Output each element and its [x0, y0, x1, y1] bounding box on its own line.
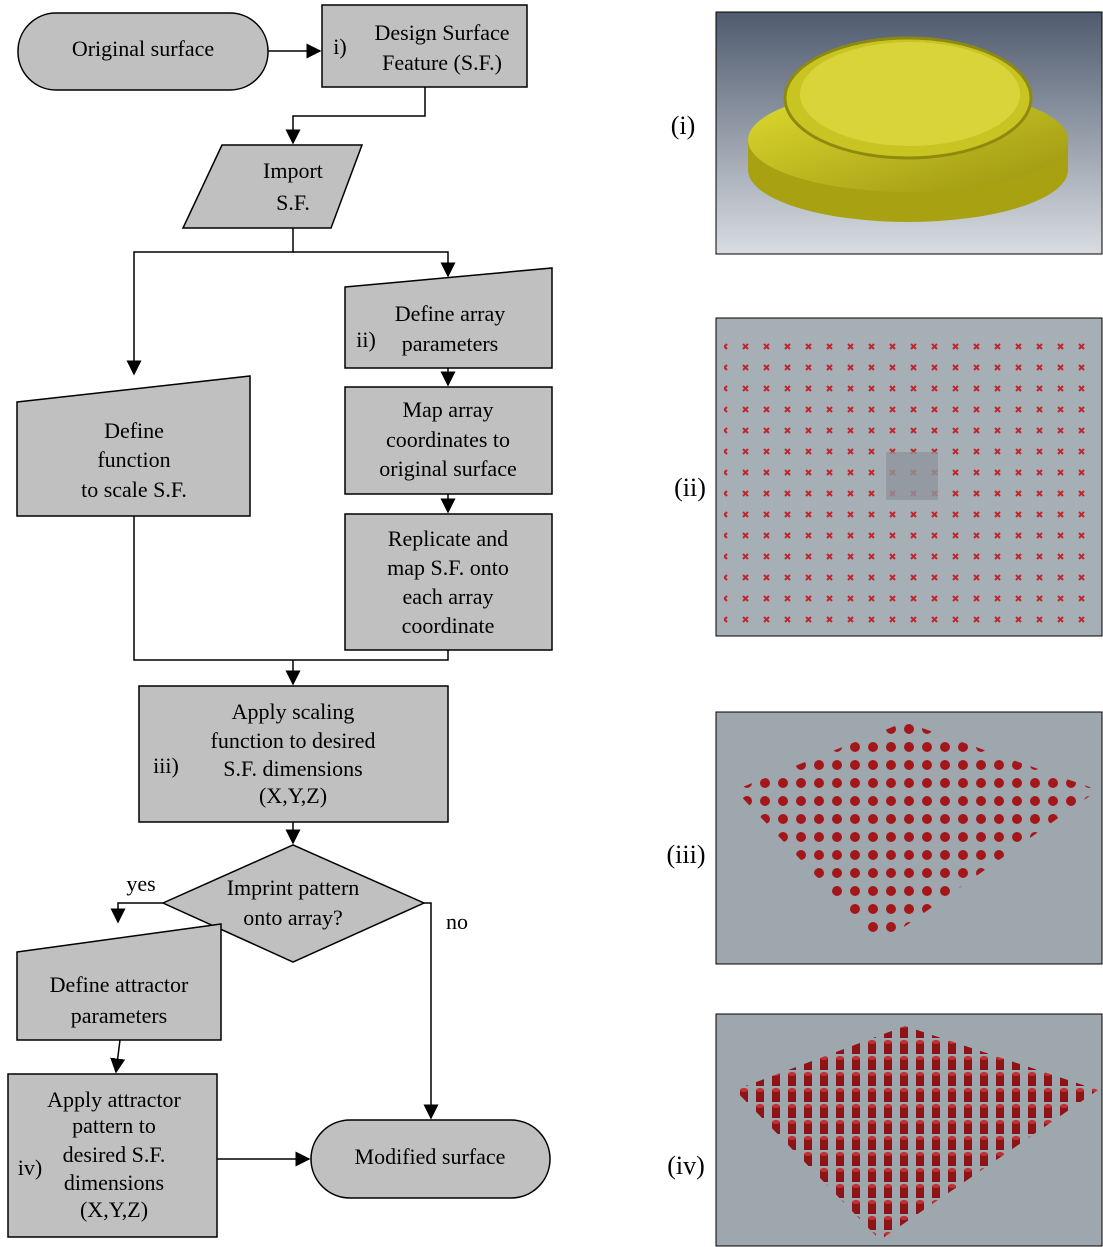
node-text: Modified surface: [355, 1144, 506, 1169]
node-text: Define array: [395, 301, 506, 326]
step-tag: iii): [153, 753, 179, 778]
node-text: Feature (S.F.): [382, 50, 502, 75]
node-text: S.F.: [276, 190, 310, 215]
panel-label: (i): [671, 111, 696, 140]
arrow: [126, 228, 294, 376]
panel-label: (iv): [667, 1151, 705, 1180]
node-text: parameters: [71, 1003, 168, 1028]
manual-input: [16, 923, 222, 1041]
arrow: [110, 1039, 126, 1074]
node-text: Define attractor: [50, 972, 189, 997]
node-text: original surface: [379, 456, 516, 481]
node-text: function: [97, 447, 170, 472]
node-text: dimensions: [64, 1170, 164, 1195]
panel-image: [715, 711, 1103, 965]
process: [321, 4, 528, 88]
panel-label: (iii): [667, 840, 706, 869]
node-text: (X,Y,Z): [80, 1197, 148, 1222]
terminal: [17, 12, 269, 91]
node-text: coordinates to: [386, 427, 510, 452]
node-text: S.F. dimensions: [223, 756, 362, 781]
process: [344, 513, 553, 651]
node-text: Import: [263, 158, 323, 183]
node-text: each array: [403, 584, 494, 609]
arrow: [285, 87, 426, 145]
panel-image: [715, 11, 1103, 255]
decision: [161, 844, 426, 963]
step-tag: i): [333, 34, 346, 59]
node-text: onto array?: [243, 905, 343, 930]
edge-label: no: [446, 909, 468, 934]
node-text: pattern to: [72, 1113, 156, 1138]
node-text: function to desired: [211, 728, 376, 753]
node-text: (X,Y,Z): [259, 783, 327, 808]
node-text: map S.F. onto: [387, 555, 509, 580]
data-io: [181, 144, 364, 229]
node-text: Design Surface: [374, 20, 509, 45]
connector: [133, 516, 449, 661]
step-tag: ii): [356, 327, 376, 352]
node-text: Apply scaling: [232, 699, 355, 724]
step-tag: iv): [18, 1155, 42, 1180]
node-text: parameters: [402, 331, 499, 356]
edges: [110, 43, 456, 1167]
panel-label: (ii): [674, 473, 706, 502]
node-text: Define: [104, 418, 164, 443]
node-text: Imprint pattern: [227, 875, 360, 900]
panel-image: [715, 317, 1103, 637]
process: [7, 1073, 218, 1238]
manual-input: [16, 375, 251, 517]
arrow: [423, 902, 439, 1120]
node-text: Apply attractor: [47, 1087, 181, 1112]
node-text: Original surface: [72, 36, 214, 61]
manual-input: [344, 267, 553, 369]
arrow: [110, 902, 163, 924]
process: [344, 386, 553, 495]
node-text: Replicate and: [388, 526, 508, 551]
node-text: desired S.F.: [63, 1142, 166, 1167]
edge-label: yes: [126, 871, 155, 896]
node-text: coordinate: [402, 613, 495, 638]
panel-image: [715, 1013, 1103, 1247]
node-text: Map array: [402, 397, 493, 422]
arrow: [293, 251, 456, 278]
terminal: [310, 1119, 551, 1199]
node-text: to scale S.F.: [81, 477, 187, 502]
process: [138, 685, 449, 823]
